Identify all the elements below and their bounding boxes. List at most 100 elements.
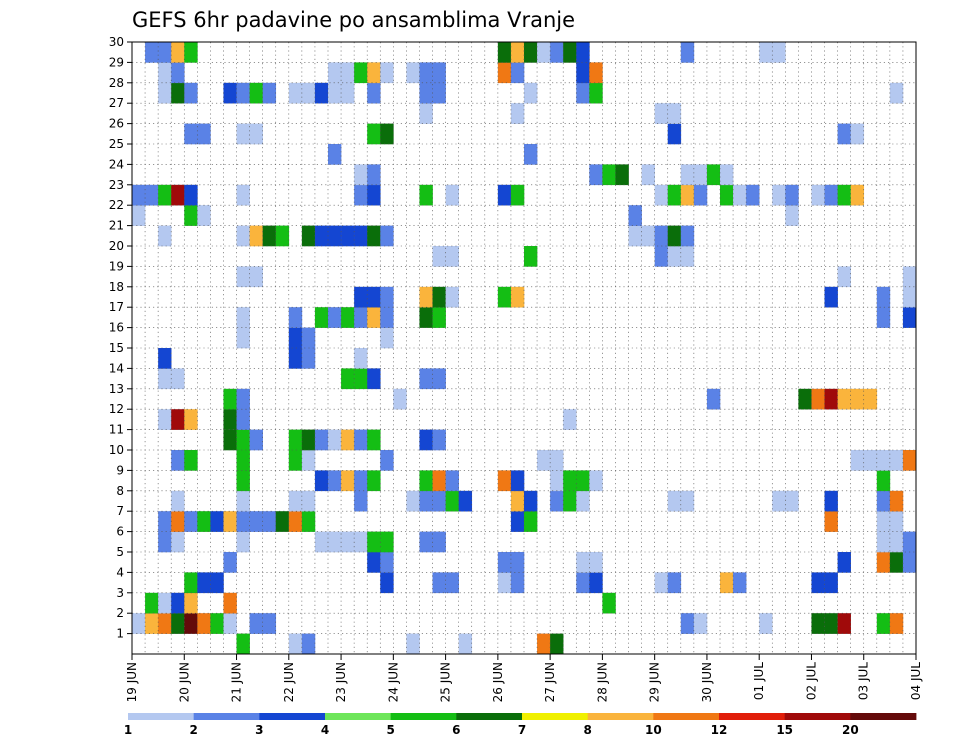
x-tick-label: 23 JUN <box>334 662 348 702</box>
heatmap-cell <box>654 225 669 247</box>
heatmap-cell <box>706 388 721 410</box>
heatmap-cell <box>223 388 237 410</box>
colorbar-label: 8 <box>583 723 591 737</box>
heatmap-cell <box>798 388 812 410</box>
heatmap-cell <box>184 42 198 63</box>
heatmap-cell <box>301 490 316 512</box>
heatmap-cell <box>210 511 224 532</box>
colorbar-swatch <box>193 713 260 720</box>
heatmap-cell <box>314 429 329 451</box>
heatmap-cell <box>367 225 381 247</box>
heatmap-cell <box>380 286 394 308</box>
heatmap-cell <box>171 531 185 553</box>
heatmap-cell <box>301 633 316 655</box>
heatmap-cell <box>380 307 394 328</box>
heatmap-cell <box>419 368 433 390</box>
heatmap-cell <box>328 470 342 492</box>
heatmap-cell <box>889 450 904 471</box>
heatmap-cells <box>132 42 917 655</box>
heatmap-cell <box>902 266 917 288</box>
heatmap-cell <box>432 368 446 390</box>
x-tick-label: 30 JUN <box>700 662 714 702</box>
heatmap-cell <box>145 613 159 634</box>
x-tick-label: 04 JUL <box>909 662 923 700</box>
y-tick-label: 2 <box>116 606 124 620</box>
heatmap-cell <box>510 490 525 512</box>
heatmap-cell <box>367 531 381 553</box>
heatmap-cell <box>837 388 851 410</box>
heatmap-cell <box>197 205 211 226</box>
heatmap-cell <box>654 246 669 267</box>
colorbar-label: 2 <box>189 723 197 737</box>
heatmap-cell <box>889 511 904 532</box>
heatmap-cell <box>236 450 250 471</box>
colorbar-label: 5 <box>386 723 394 737</box>
heatmap-cell <box>524 511 538 532</box>
heatmap-cell <box>158 368 172 390</box>
x-tick-label: 22 JUN <box>282 662 296 702</box>
heatmap-cell <box>249 429 263 451</box>
heatmap-cell <box>706 164 721 186</box>
heatmap-cell <box>328 82 342 104</box>
colorbar-swatch <box>325 713 392 720</box>
heatmap-cell <box>615 164 629 186</box>
heatmap-cell <box>301 511 316 532</box>
heatmap-cell <box>171 62 185 84</box>
heatmap-cell <box>889 82 904 104</box>
heatmap-cell <box>171 450 185 471</box>
heatmap-cell <box>432 62 446 84</box>
colorbar-label: 6 <box>452 723 460 737</box>
heatmap-cell <box>249 613 263 634</box>
heatmap-cell <box>341 225 355 247</box>
colorbar-label: 1 <box>124 723 132 737</box>
heatmap-cell <box>497 42 512 63</box>
heatmap-cell <box>876 470 891 492</box>
y-axis: 1234567891011121314151617181920212223242… <box>109 35 132 641</box>
heatmap-cell <box>419 103 433 124</box>
heatmap-cell <box>354 62 368 84</box>
colorbar-label: 12 <box>711 723 728 737</box>
heatmap-cell <box>275 225 290 247</box>
heatmap-cell <box>288 82 303 104</box>
heatmap-cell <box>563 409 577 430</box>
heatmap-cell <box>301 348 316 369</box>
colorbar-swatch <box>587 713 654 720</box>
heatmap-cell <box>354 164 368 186</box>
heatmap-cell <box>759 613 773 634</box>
heatmap-cell <box>889 613 904 634</box>
colorbar-swatch <box>784 713 851 720</box>
heatmap-cell <box>223 552 237 573</box>
x-tick-label: 28 JUN <box>595 662 609 702</box>
heatmap-cell <box>354 490 368 512</box>
heatmap-cell <box>733 184 747 206</box>
heatmap-cell <box>249 123 263 145</box>
heatmap-cell <box>524 246 538 267</box>
heatmap-cell <box>236 531 250 553</box>
heatmap-cell <box>367 368 381 390</box>
heatmap-cell <box>667 103 682 124</box>
colorbar-swatch <box>850 713 917 720</box>
heatmap-cell <box>367 164 381 186</box>
y-tick-label: 29 <box>109 55 124 69</box>
heatmap-cell <box>850 184 865 206</box>
heatmap-cell <box>341 429 355 451</box>
heatmap-cell <box>445 490 459 512</box>
heatmap-cell <box>889 490 904 512</box>
heatmap-cell <box>667 246 682 267</box>
heatmap-cell <box>432 490 446 512</box>
y-tick-label: 19 <box>109 259 124 273</box>
heatmap-cell <box>184 409 198 430</box>
heatmap-cell <box>824 511 838 532</box>
heatmap-cell <box>236 490 250 512</box>
heatmap-cell <box>158 531 172 553</box>
heatmap-cell <box>288 490 303 512</box>
heatmap-cell <box>367 62 381 84</box>
heatmap-cell <box>288 429 303 451</box>
y-tick-label: 21 <box>109 219 124 233</box>
heatmap-cell <box>537 633 551 655</box>
gridlines <box>132 42 916 654</box>
heatmap-cell <box>171 82 185 104</box>
colorbar-legend: 1 2 3 4 5 6 7 8 10 12 15 20 <box>124 713 917 737</box>
heatmap-cell <box>301 450 316 471</box>
